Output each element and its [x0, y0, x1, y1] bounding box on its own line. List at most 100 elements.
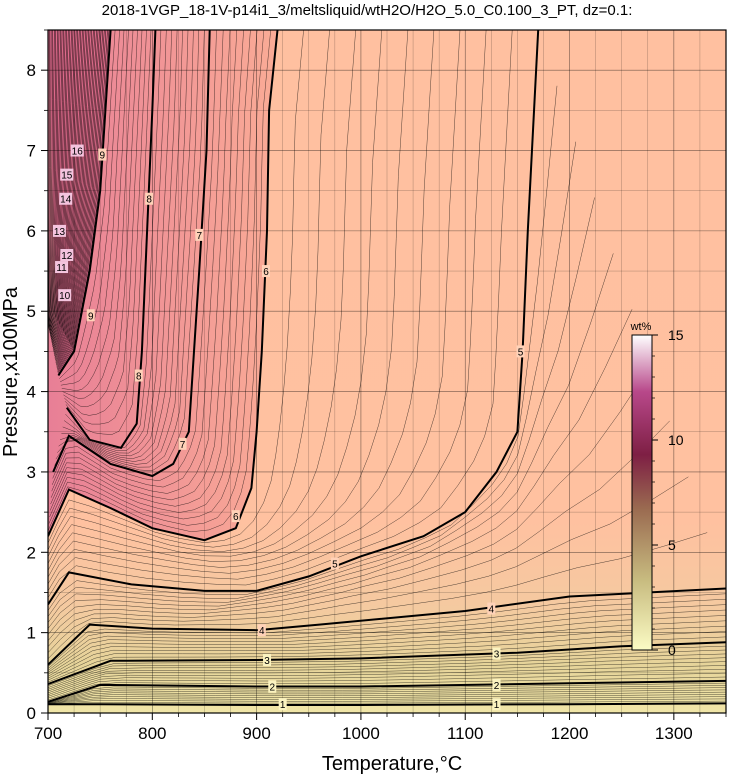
contour-label-bg	[257, 624, 266, 637]
minor-contour	[56, 30, 104, 370]
minor-contour	[48, 620, 726, 677]
y-tick-label: 3	[27, 463, 36, 482]
minor-contour	[48, 694, 726, 704]
contour-label-bg	[58, 289, 72, 302]
contour-label: 11	[55, 261, 69, 274]
minor-contour	[48, 672, 726, 699]
contour-label: 9	[86, 309, 95, 322]
minor-contour	[50, 30, 238, 501]
colorbar-title: wt%	[630, 321, 652, 333]
minor-contour	[48, 636, 726, 683]
contour-label-text: 5	[518, 347, 524, 358]
colorbar-tick-label: 15	[668, 327, 684, 343]
contour-label-bg	[487, 602, 496, 615]
minor-contour	[48, 30, 356, 557]
minor-contour	[48, 689, 726, 703]
minor-contour	[48, 653, 726, 690]
minor-contour	[48, 30, 513, 598]
minor-contour	[51, 30, 224, 488]
minor-contour	[58, 30, 110, 375]
contour-label-text: 5	[332, 560, 338, 571]
minor-contour	[50, 30, 244, 507]
contour-label: 4	[257, 624, 266, 637]
contour-label-bg	[60, 248, 74, 261]
minor-contour	[50, 30, 63, 336]
contour-label: 1	[492, 698, 501, 711]
x-tick-label: 800	[138, 724, 166, 743]
minor-contour	[57, 30, 108, 374]
minor-contour	[64, 30, 143, 416]
minor-contour	[54, 30, 88, 357]
minor-contour	[55, 30, 96, 363]
major-contour-5	[48, 30, 540, 606]
minor-contour	[48, 30, 304, 544]
minor-contour	[50, 30, 66, 338]
minor-contour	[48, 30, 461, 585]
contour-label-text: 11	[56, 263, 67, 274]
contour-label-bg	[262, 265, 271, 278]
contour-label-bg	[516, 345, 525, 358]
minor-contour	[52, 30, 217, 482]
minor-contour	[59, 30, 120, 383]
contour-label: 4	[487, 602, 496, 616]
major-contour-6	[48, 30, 279, 542]
x-tick-label: 1200	[551, 724, 589, 743]
minor-contour	[48, 609, 726, 673]
minor-contour	[48, 30, 52, 327]
minor-contour	[53, 30, 82, 351]
contour-label-bg	[98, 148, 107, 161]
minor-contour	[60, 30, 125, 386]
minor-contour	[62, 30, 134, 399]
minor-contour	[49, 30, 60, 333]
contour-label-bg	[268, 680, 277, 693]
minor-contour	[48, 691, 726, 704]
major-contour-1	[48, 702, 726, 706]
minor-contour	[49, 30, 61, 335]
contour-label: 7	[178, 437, 187, 451]
contour-label-bg	[492, 678, 501, 691]
minor-contour	[55, 30, 200, 468]
contour-label-text: 10	[59, 291, 71, 302]
contour-label-bg	[330, 557, 339, 570]
minor-contour	[49, 30, 251, 513]
y-tick-label: 2	[27, 543, 36, 562]
contour-label: 6	[262, 265, 271, 278]
minor-contour	[58, 30, 189, 462]
contour-label-bg	[86, 309, 95, 322]
minor-contour	[54, 30, 86, 355]
y-axis-label: Pressure,x100MPa	[0, 286, 22, 457]
contour-label-text: 8	[146, 195, 152, 206]
contour-label-text: 6	[263, 267, 269, 278]
contour-label-bg	[278, 698, 287, 711]
contour-label-bg	[52, 224, 66, 237]
minor-contour	[48, 85, 558, 611]
minor-contour	[52, 30, 75, 346]
colorbar: wt% 0 5 10 15	[630, 321, 684, 658]
minor-contour	[48, 30, 409, 571]
contour-label-text: 1	[280, 700, 286, 711]
major-contour-3	[48, 641, 726, 686]
minor-contour	[48, 364, 652, 641]
contour-label-bg	[231, 510, 240, 523]
minor-contour	[51, 30, 231, 494]
contour-label-bg	[263, 653, 272, 666]
minor-contour	[48, 253, 614, 629]
minor-contour	[48, 197, 595, 623]
contour-label-text: 9	[88, 311, 94, 322]
contour-label-text: 1	[494, 700, 500, 711]
x-axis: 700 800 900 1000 1100 1200 1300	[34, 713, 727, 743]
minor-contour	[57, 30, 107, 372]
contour-label-text: 12	[61, 251, 73, 262]
minor-contour	[51, 30, 72, 344]
contour-label: 12	[60, 248, 74, 262]
contour-label-text: 15	[61, 171, 73, 182]
minor-contour	[48, 30, 53, 328]
minor-contour	[50, 30, 68, 340]
colorbar-tick-label: 5	[668, 537, 676, 553]
contour-label-text: 16	[72, 147, 84, 158]
minor-contour	[63, 30, 138, 408]
minor-contour	[59, 30, 116, 379]
minor-contour	[53, 30, 83, 353]
minor-contour	[48, 604, 726, 671]
